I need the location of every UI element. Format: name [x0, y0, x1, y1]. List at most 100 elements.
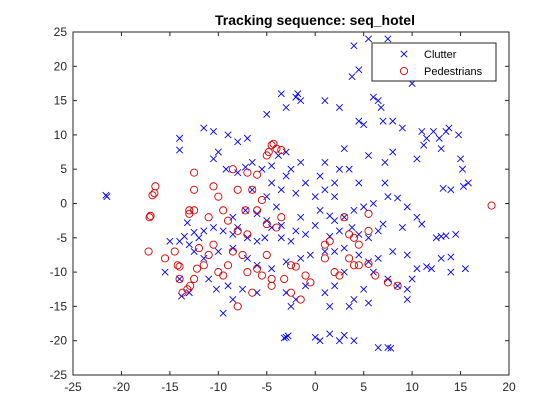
clutter-point: [200, 124, 208, 132]
pedestrian-point: [320, 254, 329, 263]
pedestrian-point: [364, 259, 373, 268]
clutter-point: [212, 285, 220, 293]
x-tick-label: 20: [502, 380, 516, 394]
clutter-point: [321, 158, 329, 166]
pedestrian-point: [233, 226, 242, 235]
clutter-point: [374, 254, 382, 262]
clutter-point: [277, 186, 285, 194]
clutter-point: [464, 179, 472, 187]
pedestrian-point: [228, 165, 237, 174]
clutter-point: [214, 148, 222, 156]
pedestrian-point: [364, 226, 373, 235]
clutter-point: [282, 172, 290, 180]
clutter-point: [243, 254, 251, 262]
points-layer: [102, 35, 496, 352]
pedestrian-point: [277, 145, 286, 155]
x-tick-label: 5: [360, 380, 367, 394]
clutter-point: [268, 162, 276, 170]
legend-marker-pedestrians: [399, 66, 409, 76]
clutter-point: [418, 127, 426, 135]
clutter-point: [445, 124, 453, 132]
clutter-point: [176, 237, 184, 245]
clutter-point: [239, 285, 247, 293]
clutter-point: [331, 248, 339, 256]
clutter-point: [345, 302, 353, 310]
clutter-point: [222, 165, 230, 173]
clutter-point: [437, 145, 445, 153]
pedestrian-point: [160, 254, 170, 263]
clutter-point: [335, 165, 343, 173]
clutter-point: [423, 134, 431, 142]
clutter-point: [340, 145, 348, 153]
x-tick-label: -25: [64, 380, 82, 394]
clutter-point: [241, 206, 249, 214]
pedestrian-point: [219, 206, 228, 215]
chart-title: Tracking sequence: seq_hotel: [215, 12, 415, 28]
clutter-point: [243, 134, 251, 142]
clutter-point: [292, 93, 300, 101]
clutter-point: [253, 237, 261, 245]
clutter-point: [447, 253, 455, 261]
clutter-point: [455, 131, 463, 139]
pedestrian-point: [241, 206, 250, 215]
clutter-point: [374, 227, 382, 235]
clutter-point: [379, 220, 387, 228]
clutter-point: [340, 268, 348, 276]
clutter-point: [234, 138, 242, 146]
clutter-point: [224, 282, 232, 290]
clutter-point: [355, 66, 363, 74]
pedestrian-point: [345, 254, 354, 263]
pedestrian-point: [204, 213, 213, 222]
pedestrian-point: [199, 261, 208, 270]
y-tick-label: -15: [50, 299, 68, 313]
clutter-point: [326, 330, 334, 338]
clutter-point: [102, 191, 110, 199]
pedestrian-point: [253, 170, 262, 179]
clutter-point: [331, 179, 339, 187]
y-tick-label: 20: [54, 59, 68, 73]
clutter-point: [381, 158, 389, 166]
clutter-point: [321, 97, 329, 105]
clutter-point: [461, 265, 469, 273]
pedestrian-point: [383, 278, 392, 287]
pedestrian-point: [349, 261, 359, 270]
pedestrian-point: [238, 250, 247, 259]
clutter-point: [302, 282, 310, 290]
x-tick-label: -15: [161, 380, 179, 394]
pedestrian-point: [286, 288, 296, 297]
clutter-point: [282, 148, 290, 156]
clutter-point: [394, 282, 402, 290]
y-tick-label: 10: [54, 128, 68, 142]
clutter-point: [234, 169, 242, 177]
pedestrian-point: [354, 261, 363, 270]
clutter-point: [205, 275, 213, 283]
legend-label-pedestrians: Pedestrians: [424, 66, 483, 78]
pedestrian-point: [280, 274, 289, 284]
clutter-point: [258, 165, 266, 173]
clutter-point: [209, 155, 218, 163]
clutter-point: [369, 199, 377, 208]
clutter-point: [209, 223, 218, 232]
clutter-point: [374, 97, 382, 105]
clutter-point: [166, 237, 174, 245]
clutter-point: [287, 165, 295, 173]
legend-entry-clutter: [400, 50, 408, 58]
clutter-point: [185, 241, 193, 249]
clutter-point: [427, 265, 436, 273]
clutter-point: [374, 344, 382, 352]
clutter-point: [302, 230, 310, 238]
clutter-point: [350, 42, 358, 50]
clutter-point: [297, 158, 305, 166]
clutter-point: [389, 248, 397, 256]
clutter-point: [176, 275, 184, 283]
pedestrian-point: [190, 185, 199, 194]
y-tick-label: -25: [50, 368, 68, 382]
clutter-point: [398, 124, 406, 132]
pedestrian-point: [144, 247, 153, 256]
clutter-point: [229, 213, 237, 221]
x-tick-label: 0: [312, 380, 319, 394]
clutter-point: [387, 344, 395, 352]
pedestrian-point: [243, 268, 252, 277]
clutter-point: [403, 296, 411, 304]
clutter-point: [369, 93, 377, 101]
